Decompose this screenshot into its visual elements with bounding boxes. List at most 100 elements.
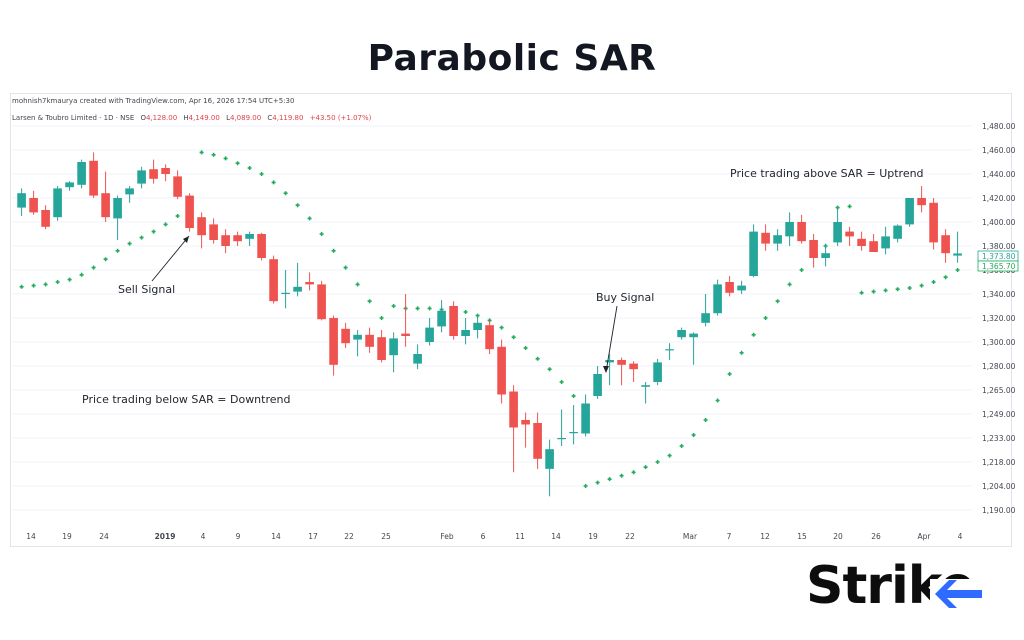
sar-dot bbox=[763, 316, 768, 320]
candle[interactable] bbox=[209, 218, 218, 244]
candle[interactable] bbox=[365, 327, 374, 353]
candle[interactable] bbox=[629, 361, 638, 382]
candle[interactable] bbox=[461, 318, 470, 345]
candle-body bbox=[353, 334, 362, 340]
candle[interactable] bbox=[185, 193, 194, 232]
sar-dot bbox=[931, 280, 936, 284]
candle[interactable] bbox=[797, 214, 806, 244]
candle[interactable] bbox=[761, 224, 770, 251]
candle[interactable] bbox=[197, 212, 206, 249]
candle[interactable] bbox=[905, 198, 914, 227]
y-tick-label: 1,320.00 bbox=[982, 314, 1016, 323]
candle-body bbox=[365, 334, 374, 347]
candle[interactable] bbox=[41, 205, 50, 230]
sar-dot bbox=[247, 166, 252, 170]
candle[interactable] bbox=[53, 186, 62, 221]
candle[interactable] bbox=[521, 412, 530, 448]
sar-dot bbox=[739, 350, 744, 355]
candle[interactable] bbox=[929, 198, 938, 250]
x-tick-label: 19 bbox=[588, 532, 598, 541]
candle[interactable] bbox=[809, 234, 818, 268]
symbol-name: Larsen & Toubro Limited · 1D · NSE bbox=[12, 114, 135, 122]
candle[interactable] bbox=[341, 322, 350, 348]
candle[interactable] bbox=[845, 226, 854, 246]
candle[interactable] bbox=[161, 164, 170, 182]
candle[interactable] bbox=[17, 188, 26, 216]
candle[interactable] bbox=[473, 315, 482, 339]
candle[interactable] bbox=[641, 382, 650, 404]
candle[interactable] bbox=[281, 270, 290, 309]
candle[interactable] bbox=[353, 330, 362, 357]
candle[interactable] bbox=[665, 343, 674, 360]
candle[interactable] bbox=[221, 229, 230, 254]
price-tag-label: 1,373.80 bbox=[982, 252, 1016, 261]
candle-body bbox=[317, 284, 326, 320]
candle[interactable] bbox=[917, 186, 926, 213]
candle-body bbox=[749, 231, 758, 276]
candle-body bbox=[953, 253, 962, 256]
sar-dot bbox=[463, 310, 468, 314]
candle[interactable] bbox=[377, 330, 386, 363]
candle[interactable] bbox=[149, 159, 158, 184]
candle[interactable] bbox=[617, 357, 626, 386]
candle[interactable] bbox=[113, 195, 122, 240]
candle[interactable] bbox=[677, 327, 686, 340]
candle[interactable] bbox=[401, 294, 410, 347]
candle[interactable] bbox=[293, 262, 302, 297]
candle[interactable] bbox=[425, 318, 434, 346]
candle[interactable] bbox=[509, 385, 518, 473]
candle[interactable] bbox=[413, 344, 422, 370]
candle[interactable] bbox=[701, 294, 710, 327]
candle[interactable] bbox=[833, 207, 842, 246]
candle[interactable] bbox=[821, 243, 830, 267]
candle[interactable] bbox=[785, 212, 794, 246]
candle[interactable] bbox=[857, 231, 866, 251]
candle[interactable] bbox=[29, 190, 38, 215]
candle[interactable] bbox=[653, 358, 662, 386]
candle[interactable] bbox=[137, 166, 146, 189]
x-tick-label: 24 bbox=[99, 532, 109, 541]
candle[interactable] bbox=[737, 280, 746, 294]
candle[interactable] bbox=[269, 255, 278, 304]
candle[interactable] bbox=[101, 171, 110, 222]
candle[interactable] bbox=[605, 354, 614, 386]
candle[interactable] bbox=[953, 231, 962, 263]
sar-dot bbox=[271, 180, 276, 185]
candle[interactable] bbox=[305, 272, 314, 291]
candle[interactable] bbox=[125, 186, 134, 203]
candle[interactable] bbox=[941, 229, 950, 263]
candle[interactable] bbox=[329, 315, 338, 376]
price-tag bbox=[977, 260, 1019, 272]
candle[interactable] bbox=[593, 366, 602, 399]
candle[interactable] bbox=[437, 300, 446, 333]
candle[interactable] bbox=[893, 224, 902, 243]
candle-body bbox=[485, 325, 494, 350]
candle[interactable] bbox=[569, 405, 578, 445]
candle[interactable] bbox=[389, 332, 398, 373]
candle-body bbox=[149, 169, 158, 179]
candle[interactable] bbox=[725, 276, 734, 297]
candle[interactable] bbox=[485, 320, 494, 354]
candle[interactable] bbox=[689, 332, 698, 365]
candle[interactable] bbox=[581, 394, 590, 437]
candle[interactable] bbox=[233, 231, 242, 246]
candle[interactable] bbox=[881, 226, 890, 255]
candle[interactable] bbox=[713, 279, 722, 316]
candle[interactable] bbox=[533, 412, 542, 469]
candle[interactable] bbox=[89, 152, 98, 198]
candle[interactable] bbox=[773, 229, 782, 251]
candle[interactable] bbox=[497, 339, 506, 404]
candle[interactable] bbox=[557, 409, 566, 447]
candle[interactable] bbox=[245, 231, 254, 246]
candle[interactable] bbox=[449, 301, 458, 340]
candle[interactable] bbox=[317, 280, 326, 321]
candle[interactable] bbox=[869, 234, 878, 252]
candle[interactable] bbox=[749, 224, 758, 278]
candle[interactable] bbox=[545, 439, 554, 497]
candle[interactable] bbox=[257, 232, 266, 261]
candle[interactable] bbox=[173, 170, 182, 200]
candle-body bbox=[305, 282, 314, 285]
candle[interactable] bbox=[77, 159, 86, 189]
candle[interactable] bbox=[65, 181, 74, 191]
